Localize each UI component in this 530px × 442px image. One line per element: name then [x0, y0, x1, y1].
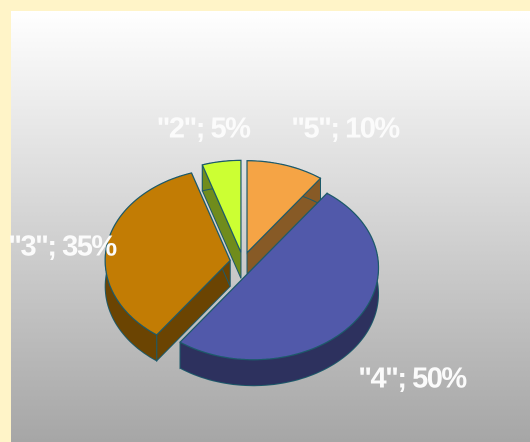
pie-slice: [246, 160, 322, 255]
data-label: "4"; 50%: [358, 363, 467, 395]
pie: [104, 159, 380, 387]
pie-slice: [179, 192, 380, 361]
data-label: "2"; 5%: [157, 113, 251, 145]
data-label: "3"; 35%: [8, 231, 117, 263]
pie-tops: [104, 159, 380, 361]
pie-slice: [104, 172, 231, 336]
data-label: "5"; 10%: [291, 113, 400, 145]
pie-slice: [201, 159, 242, 253]
